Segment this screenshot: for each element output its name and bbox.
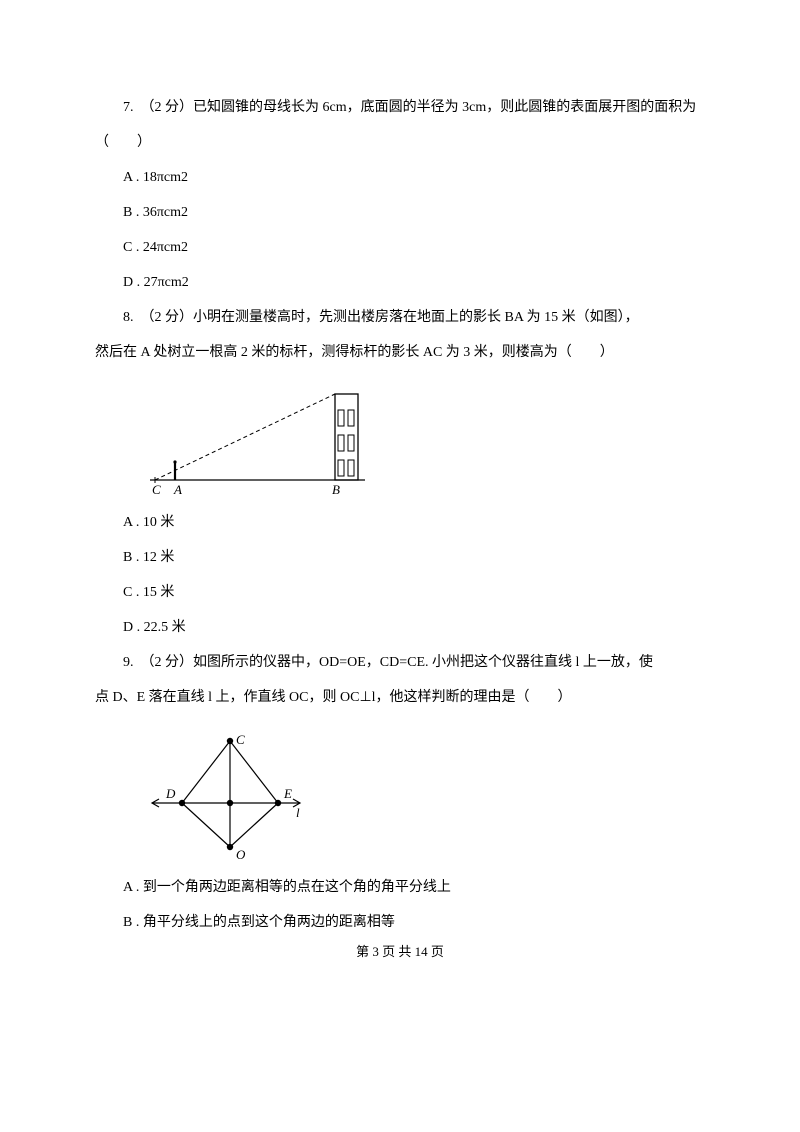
q8-stem-line2: 然后在 A 处树立一根高 2 米的标杆，测得标杆的影长 AC 为 3 米，则楼高…	[95, 335, 705, 370]
svg-text:D: D	[165, 786, 176, 801]
svg-text:C: C	[236, 732, 245, 747]
q8-figure: CA B	[140, 380, 705, 495]
q8-option-d: D . 22.5 米	[95, 610, 705, 645]
q9-stem-line2: 点 D、E 落在直线 l 上，作直线 OC，则 OC⊥l，他这样判断的理由是（ …	[95, 680, 705, 715]
q9-diagram: C D E Ol	[140, 725, 310, 860]
q8-stem-line1: 8. （2 分）小明在测量楼高时，先测出楼房落在地面上的影长 BA 为 15 米…	[95, 300, 705, 335]
exam-page: 7. （2 分）已知圆锥的母线长为 6cm，底面圆的半径为 3cm，则此圆锥的表…	[0, 0, 800, 1000]
svg-text:B: B	[332, 482, 340, 495]
q8-option-a: A . 10 米	[95, 505, 705, 540]
svg-text:C: C	[152, 482, 161, 495]
q9-stem-line1: 9. （2 分）如图所示的仪器中，OD=OE，CD=CE. 小州把这个仪器往直线…	[95, 645, 705, 680]
q8-diagram: CA B	[140, 380, 370, 495]
svg-text:O: O	[236, 847, 246, 860]
q7-option-c: C . 24πcm2	[95, 230, 705, 265]
q7-stem: 7. （2 分）已知圆锥的母线长为 6cm，底面圆的半径为 3cm，则此圆锥的表…	[95, 90, 705, 160]
q9-option-b: B . 角平分线上的点到这个角两边的距离相等	[95, 905, 705, 940]
svg-text:l: l	[296, 805, 300, 820]
page-footer: 第 3 页 共 14 页	[95, 944, 705, 960]
q7-option-d: D . 27πcm2	[95, 265, 705, 300]
q7-option-a: A . 18πcm2	[95, 160, 705, 195]
svg-text:E: E	[283, 786, 292, 801]
q9-option-a: A . 到一个角两边距离相等的点在这个角的角平分线上	[95, 870, 705, 905]
q7-option-b: B . 36πcm2	[95, 195, 705, 230]
svg-text:A: A	[173, 482, 182, 495]
q8-option-b: B . 12 米	[95, 540, 705, 575]
q8-option-c: C . 15 米	[95, 575, 705, 610]
q9-figure: C D E Ol	[140, 725, 705, 860]
